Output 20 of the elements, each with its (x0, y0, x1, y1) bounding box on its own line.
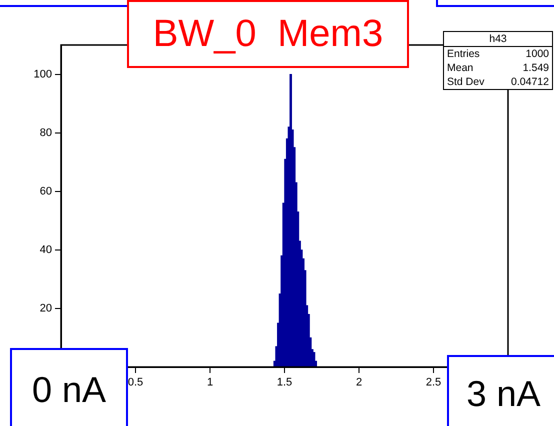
chart-title: BW_0 Mem3 (127, 0, 409, 68)
y-tick-label: 20 (40, 302, 52, 314)
text: h43 (444, 32, 552, 47)
text: 1.549 (522, 62, 549, 74)
text: 0 nA (10, 348, 128, 426)
text: 3 nA (447, 355, 554, 426)
annotation: Mean (447, 62, 474, 74)
x-tick-label: 1.5 (276, 376, 292, 389)
y-tick-label: 80 (40, 126, 52, 139)
x-tick-label: 1 (206, 376, 214, 389)
x-tick-label: 2 (356, 376, 362, 389)
y-tick-label: 40 (40, 244, 52, 256)
x-tick-label: 0.5 (128, 376, 144, 389)
y-tick-label: 60 (40, 185, 52, 198)
text: 1000 (526, 48, 549, 60)
annotation: Entries (447, 48, 480, 60)
annotation: Std Dev (447, 76, 484, 88)
y-tick-label: 100 (34, 68, 52, 80)
x-tick-label: 2.5 (426, 376, 442, 389)
text: 0.04712 (511, 76, 549, 88)
